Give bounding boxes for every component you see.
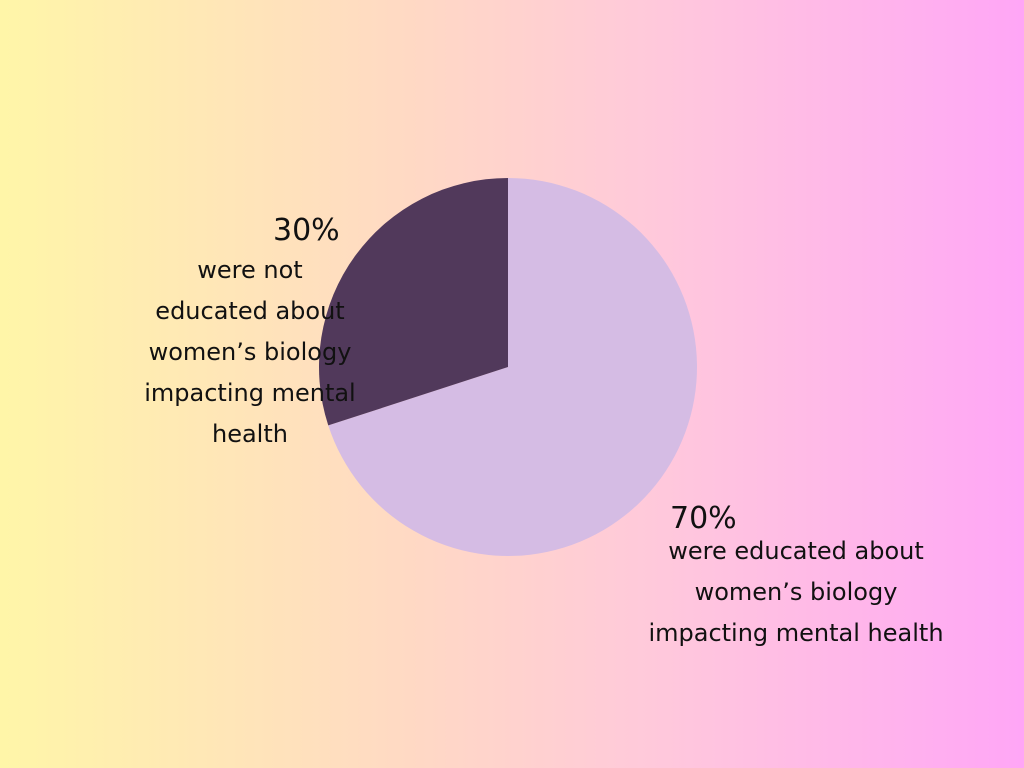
- pie-slice-not-educated: [319, 178, 508, 426]
- pie-slice-educated: [328, 178, 698, 556]
- slice-label-educated-description: were educated about women’s biology impa…: [648, 537, 944, 647]
- slice-label-not-educated-description: were not educated about women’s biology …: [144, 256, 356, 448]
- slice-label-educated-percent: 70%: [670, 501, 737, 536]
- slice-label-not-educated-percent: 30%: [273, 213, 340, 248]
